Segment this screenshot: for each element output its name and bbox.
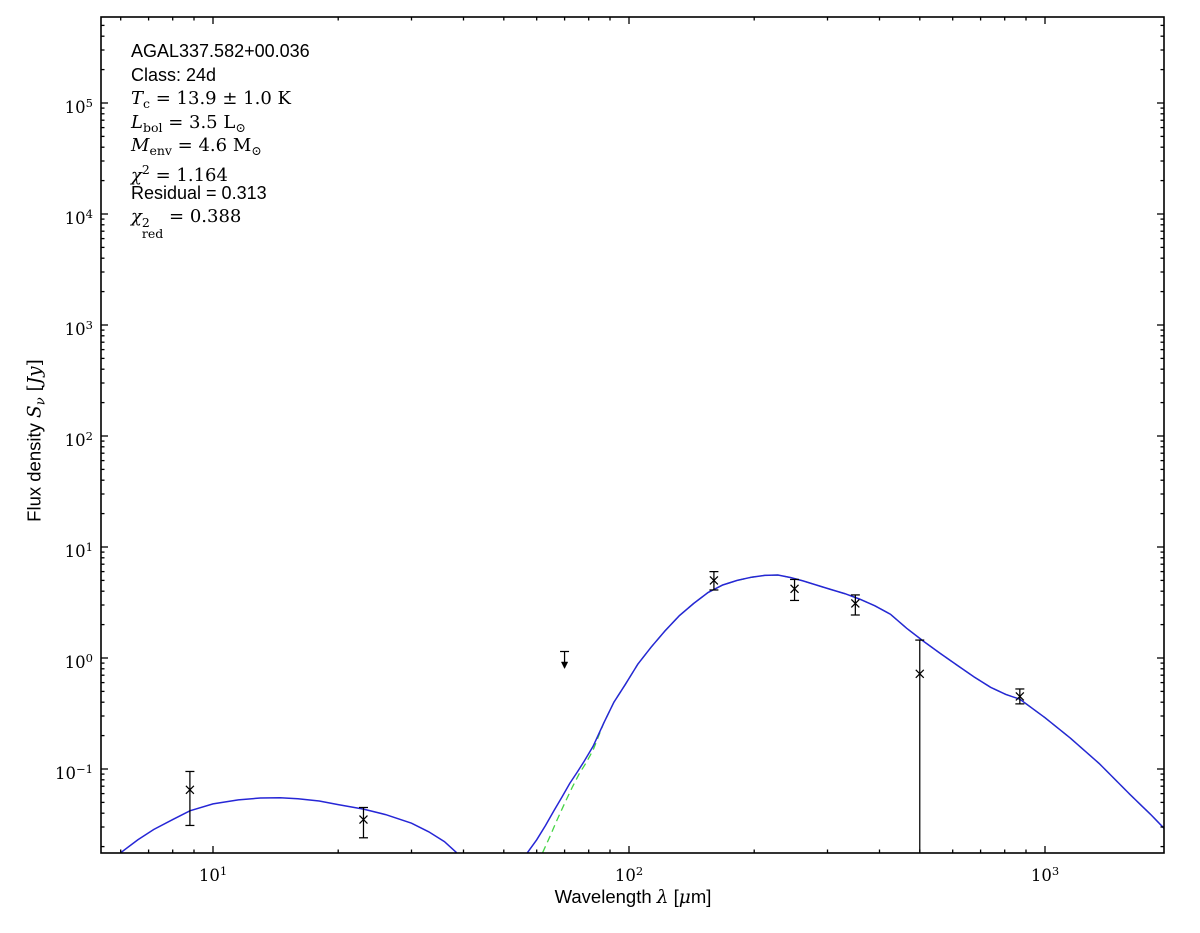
y-tick-label: 104: [64, 207, 93, 228]
total-model-fit-curve: [526, 574, 1164, 853]
residual: Residual = 0.313: [131, 182, 267, 203]
cold-greybody-component-curve: [542, 574, 1164, 853]
chi-squared: χ2 = 1.164: [131, 161, 228, 186]
source-name: AGAL337.582+00.036: [131, 41, 310, 61]
x-marker: [709, 575, 719, 585]
envelope-mass: Menv = 4.6 M⊙: [131, 135, 262, 159]
x-marker: [790, 584, 799, 594]
x-tick-label: 101: [198, 864, 228, 885]
model-curves: [120, 574, 1164, 853]
x-marker: [185, 785, 195, 795]
x-tick-label: 102: [614, 864, 644, 885]
x-marker: [1015, 692, 1025, 701]
y-tick-label: 103: [64, 318, 93, 339]
x-tick-label: 103: [1030, 864, 1060, 885]
total-model-fit-curve: [120, 796, 458, 853]
upper-limit-arrowhead: [560, 661, 569, 670]
fit-parameters-annotation: AGAL337.582+00.036 Class: 24d Tc = 13.9 ± …: [131, 40, 310, 242]
x-marker: [915, 669, 925, 679]
x-axis-label: Wavelength λ [μm]: [554, 886, 712, 908]
plot-frame: [100, 16, 1165, 854]
chi-squared-reduced: χ 2 red = 0.388: [131, 206, 242, 242]
x-marker: [359, 815, 368, 825]
y-tick-label: 100: [64, 651, 93, 672]
y-tick-label: 101: [64, 540, 93, 561]
class-label: Class: 24d: [131, 64, 217, 85]
y-tick-label: 102: [64, 429, 93, 450]
y-tick-label: 105: [64, 96, 93, 117]
photometry-points: [185, 571, 1025, 852]
dust-temperature: Tc = 13.9 ± 1.0 K: [131, 88, 291, 112]
bolometric-luminosity: Lbol = 3.5 L⊙: [131, 111, 246, 135]
y-tick-label: 10−1: [55, 762, 93, 783]
x-marker: [850, 599, 860, 608]
y-axis-label: Flux density Sν [Jy]: [23, 359, 49, 522]
